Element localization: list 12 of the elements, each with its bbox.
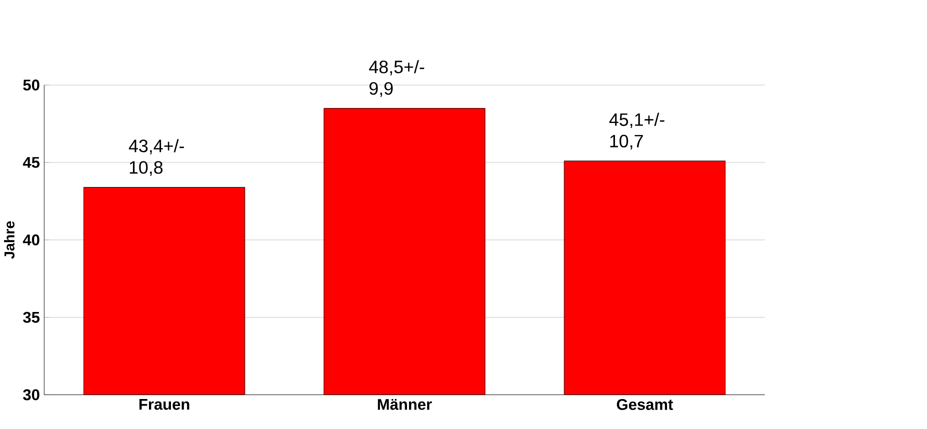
x-tick-label: Frauen: [139, 399, 190, 410]
y-tick-label: 35: [23, 312, 40, 323]
x-tick-label: Gesamt: [616, 399, 673, 410]
y-axis-title: Jahre: [4, 221, 14, 259]
y-tick-label: 40: [22, 234, 40, 246]
y-tick-label: 45: [22, 157, 40, 168]
y-tick-label: 50: [23, 80, 40, 91]
y-tick-label: 30: [23, 389, 40, 400]
x-tick-label: Männer: [378, 399, 432, 410]
data-label: 48,5+/- 9,9: [369, 60, 424, 97]
data-label: 43,4+/- 10,8: [128, 139, 184, 176]
data-label: 45,1+/- 10,7: [609, 112, 664, 150]
